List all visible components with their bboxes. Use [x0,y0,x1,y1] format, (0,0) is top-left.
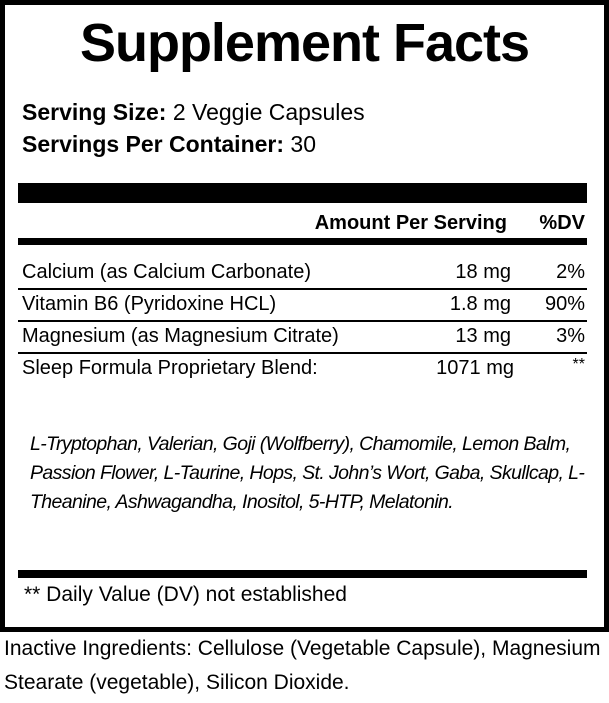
nutrient-name: Magnesium (as Magnesium Citrate) [22,325,339,347]
servings-per-container: Servings Per Container: 30 [22,129,316,159]
nutrient-name: Calcium (as Calcium Carbonate) [22,261,311,283]
serving-size-label: Serving Size: [22,99,167,125]
supplement-facts-panel [0,0,609,632]
amount-header: Amount Per Serving [314,212,507,234]
dv-header: %DV [539,212,585,234]
row-divider [18,320,587,322]
dv-footnote: ** Daily Value (DV) not established [24,583,347,606]
header-divider [18,238,587,245]
column-header: Amount Per Serving %DV [18,208,587,238]
panel-title: Supplement Facts [79,13,530,73]
nutrient-name: Vitamin B6 (Pyridoxine HCL) [22,293,277,315]
nutrient-amount: 13 mg [455,325,511,347]
row-divider [18,352,587,354]
nutrient-dv: 90% [544,293,585,315]
nutrient-name: Sleep Formula Proprietary Blend: [22,357,318,379]
nutrient-row: Magnesium (as Magnesium Citrate) 13 mg 3… [18,322,587,351]
footer-divider [18,570,587,578]
nutrient-dv: 3% [556,325,585,347]
nutrient-row: Vitamin B6 (Pyridoxine HCL) 1.8 mg 90% [18,290,587,319]
blend-ingredients: L-Tryptophan, Valerian, Goji (Wolfberry)… [30,433,585,513]
servings-per-container-label: Servings Per Container: [22,131,285,157]
serving-size-value: 2 Veggie Capsules [172,99,365,125]
nutrient-row: Calcium (as Calcium Carbonate) 18 mg 2% [18,258,587,287]
nutrient-dv: ** [572,356,585,373]
inactive-ingredients: Inactive Ingredients: Cellulose (Vegetab… [4,637,601,694]
nutrient-amount: 1071 mg [436,357,514,379]
thick-divider [18,183,587,203]
nutrient-amount: 18 mg [455,261,511,283]
nutrient-amount: 1.8 mg [449,293,511,315]
nutrient-row: Sleep Formula Proprietary Blend: 1071 mg… [18,354,587,383]
row-divider [18,288,587,290]
servings-per-container-value: 30 [290,131,317,157]
serving-size: Serving Size: 2 Veggie Capsules [22,97,365,127]
nutrient-dv: 2% [556,261,585,283]
